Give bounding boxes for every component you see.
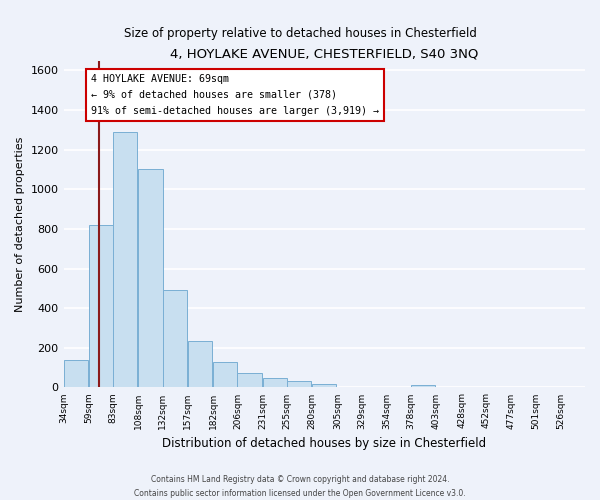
Bar <box>263 378 287 388</box>
Bar <box>213 362 238 388</box>
Bar <box>312 384 337 388</box>
Bar <box>287 382 311 388</box>
Bar <box>163 290 187 388</box>
Text: Size of property relative to detached houses in Chesterfield: Size of property relative to detached ho… <box>124 28 476 40</box>
Bar <box>139 170 163 388</box>
Bar <box>89 225 113 388</box>
Text: Contains HM Land Registry data © Crown copyright and database right 2024.
Contai: Contains HM Land Registry data © Crown c… <box>134 476 466 498</box>
Bar <box>188 341 212 388</box>
Bar <box>113 132 137 388</box>
X-axis label: Distribution of detached houses by size in Chesterfield: Distribution of detached houses by size … <box>162 437 487 450</box>
Bar <box>238 372 262 388</box>
Title: 4, HOYLAKE AVENUE, CHESTERFIELD, S40 3NQ: 4, HOYLAKE AVENUE, CHESTERFIELD, S40 3NQ <box>170 48 478 60</box>
Bar <box>411 386 436 388</box>
Text: 4 HOYLAKE AVENUE: 69sqm
← 9% of detached houses are smaller (378)
91% of semi-de: 4 HOYLAKE AVENUE: 69sqm ← 9% of detached… <box>91 74 379 116</box>
Y-axis label: Number of detached properties: Number of detached properties <box>15 136 25 312</box>
Bar <box>64 360 88 388</box>
